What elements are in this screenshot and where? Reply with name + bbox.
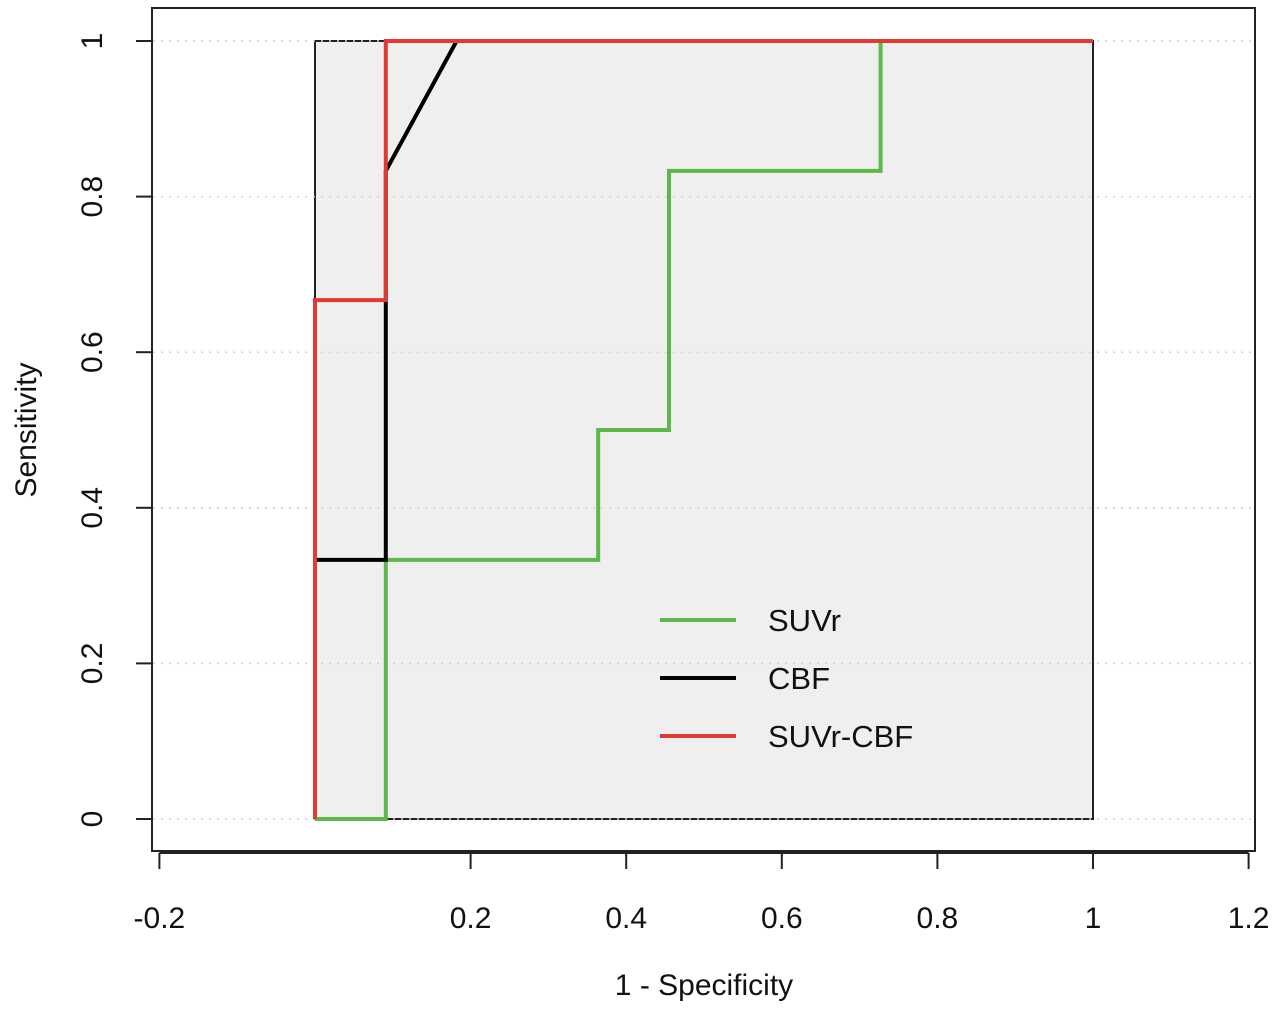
x-tick-label: 1 xyxy=(1085,902,1102,935)
y-axis-title: Sensitivity xyxy=(10,362,43,497)
y-tick-label: 0.6 xyxy=(76,331,109,373)
series-lines xyxy=(313,39,1093,821)
legend-label-suvr-cbf: SUVr-CBF xyxy=(768,719,913,754)
legend-label-cbf: CBF xyxy=(768,661,830,696)
y-tick-label: 1 xyxy=(76,33,109,50)
x-tick-label: 0.4 xyxy=(605,902,647,935)
series-line-suvr-cbf xyxy=(313,39,1093,819)
y-axis: 0 0.2 0.4 0.6 0.8 1 xyxy=(76,33,153,828)
x-tick-label: 0.8 xyxy=(917,902,959,935)
x-tick-label: -0.2 xyxy=(134,902,186,935)
x-axis-title: 1 - Specificity xyxy=(615,969,793,1002)
x-tick-label: 1.2 xyxy=(1228,902,1270,935)
x-tick-label: 0.2 xyxy=(450,902,492,935)
legend: SUVr CBF SUVr-CBF xyxy=(660,603,913,754)
y-tick-label: 0.2 xyxy=(76,643,109,685)
y-tick-label: 0 xyxy=(76,811,109,828)
x-tick-label: 0.6 xyxy=(761,902,803,935)
shaded-box xyxy=(314,40,1094,820)
x-axis: -0.2 0.2 0.4 0.6 0.8 1 1.2 xyxy=(134,852,1270,935)
y-tick-label: 0.8 xyxy=(76,176,109,218)
legend-label-suvr: SUVr xyxy=(768,603,841,638)
series-line-suvr xyxy=(315,39,1093,821)
y-tick-label: 0.4 xyxy=(76,487,109,529)
shaded-region xyxy=(314,40,1094,820)
